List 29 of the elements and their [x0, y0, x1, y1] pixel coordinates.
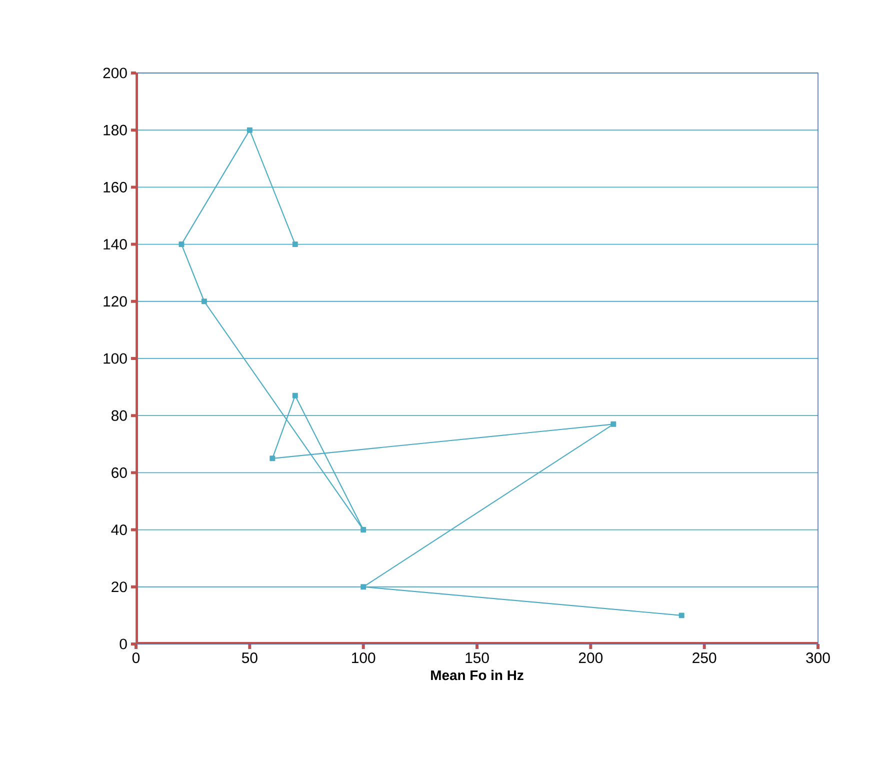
y-tick-label: 200 — [103, 68, 127, 78]
x-tick-label: 0 — [132, 652, 140, 664]
y-tick-label: 60 — [112, 467, 127, 478]
point — [246, 127, 252, 133]
y-tick-label: 180 — [104, 124, 127, 136]
y-tick-label: 160 — [104, 182, 127, 192]
point — [178, 242, 184, 248]
y-tick-label: 140 — [104, 238, 127, 250]
x-tick-label: 200 — [578, 652, 603, 664]
x-tick-label: 300 — [806, 652, 830, 664]
y-tick-label: 80 — [112, 410, 127, 421]
y-tick-label: 20 — [112, 582, 127, 592]
x-tick-label: 250 — [692, 652, 716, 664]
y-tick-label: 0 — [120, 638, 127, 650]
point — [292, 392, 298, 398]
point — [201, 298, 207, 304]
y-tick-label: 40 — [111, 524, 127, 536]
x-tick-label: 50 — [242, 652, 258, 664]
point — [360, 527, 366, 533]
point — [292, 242, 298, 248]
point — [610, 421, 616, 427]
point — [360, 584, 366, 590]
y-tick-label: 120 — [104, 296, 127, 307]
x-tick-label: 100 — [352, 652, 376, 664]
point — [270, 456, 276, 462]
x-tick-label: 150 — [466, 652, 489, 664]
y-tick-label: 100 — [104, 353, 127, 364]
x-axis-title: Mean Fo in Hz — [431, 670, 524, 680]
point — [678, 612, 684, 618]
